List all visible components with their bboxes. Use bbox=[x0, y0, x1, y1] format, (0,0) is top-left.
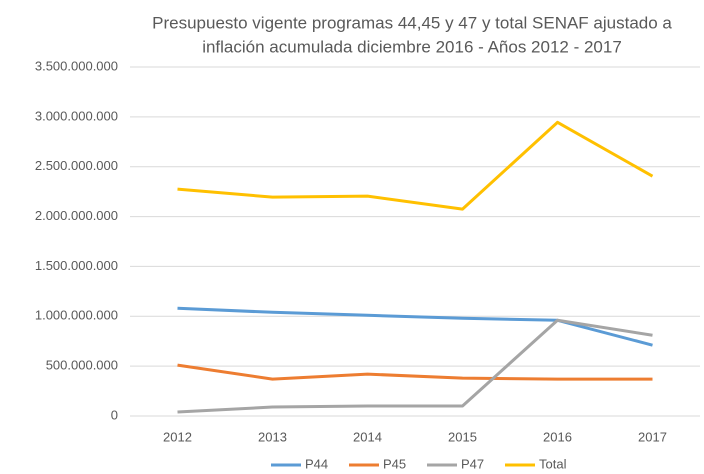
y-tick-label: 0 bbox=[111, 407, 118, 422]
series-line bbox=[177, 363, 653, 381]
y-tick-label: 2.000.000.000 bbox=[35, 208, 118, 223]
legend-label: Total bbox=[539, 456, 567, 471]
series-line bbox=[177, 318, 653, 414]
x-tick-label: 2016 bbox=[543, 429, 572, 444]
series-line bbox=[177, 120, 654, 211]
y-tick-label: 1.000.000.000 bbox=[35, 308, 118, 323]
y-tick-label: 3.500.000.000 bbox=[35, 58, 118, 73]
x-tick-label: 2012 bbox=[163, 429, 192, 444]
chart-title: inflación acumulada diciembre 2016 - Año… bbox=[202, 37, 622, 56]
y-tick-label: 1.500.000.000 bbox=[35, 258, 118, 273]
legend-label: P45 bbox=[383, 456, 406, 471]
y-tick-label: 2.500.000.000 bbox=[35, 158, 118, 173]
x-tick-label: 2017 bbox=[638, 429, 667, 444]
x-tick-label: 2013 bbox=[258, 429, 287, 444]
x-tick-label: 2014 bbox=[353, 429, 382, 444]
legend-label: P47 bbox=[461, 456, 484, 471]
x-tick-label: 2015 bbox=[448, 429, 477, 444]
legend-label: P44 bbox=[305, 456, 328, 471]
y-tick-label: 500.000.000 bbox=[46, 358, 118, 373]
series-line bbox=[177, 306, 653, 347]
y-tick-label: 3.000.000.000 bbox=[35, 108, 118, 123]
chart-title: Presupuesto vigente programas 44,45 y 47… bbox=[152, 13, 672, 32]
